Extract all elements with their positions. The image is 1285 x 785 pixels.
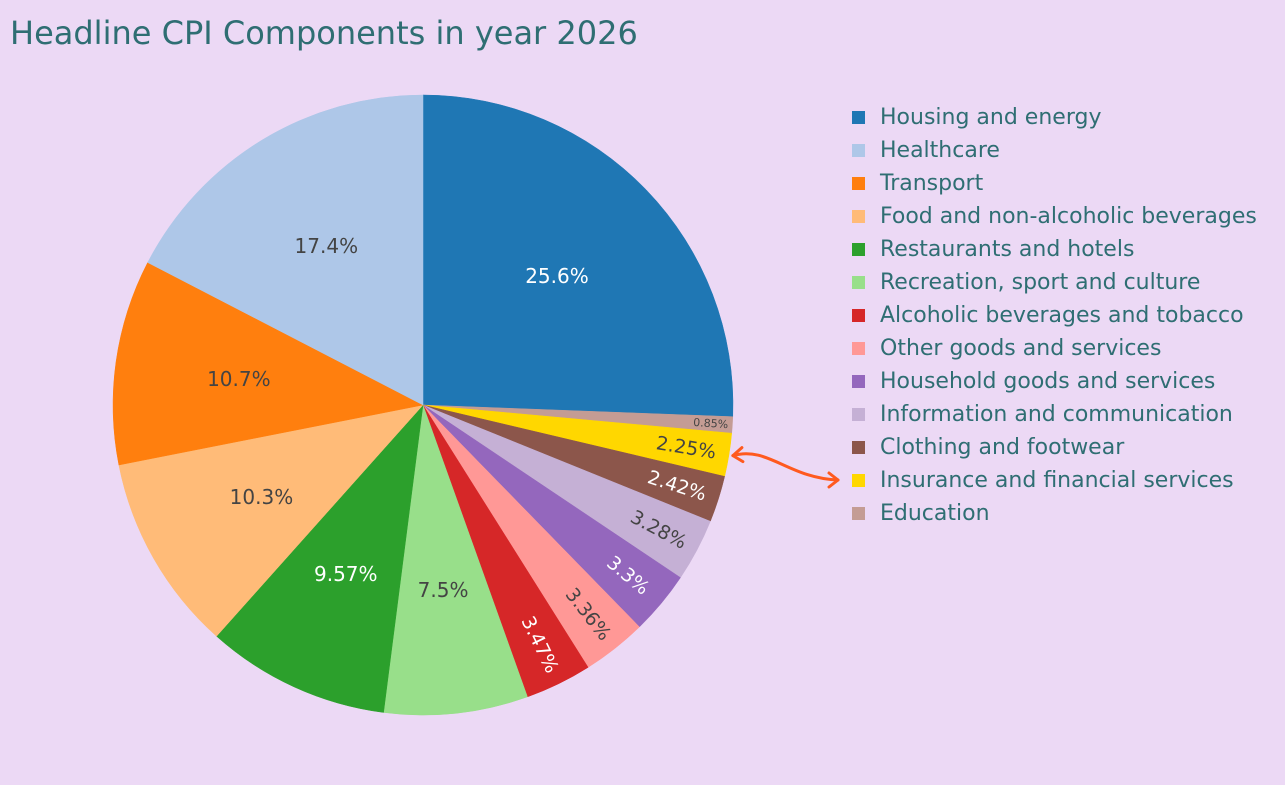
legend-label: Household goods and services (880, 369, 1216, 394)
slice-label-healthcare: 17.4% (295, 234, 359, 258)
legend-label: Clothing and footwear (880, 435, 1125, 460)
legend-label: Food and non-alcoholic beverages (880, 204, 1257, 229)
legend: Housing and energy Healthcare Transport Foo… (852, 101, 1257, 530)
slice-label-education: 0.85% (693, 416, 729, 431)
chart-title: Headline CPI Components in year 2026 (10, 14, 638, 52)
legend-label: Transport (880, 171, 984, 196)
legend-item-household-goods-and-services[interactable]: Household goods and services (852, 365, 1257, 398)
legend-item-information-and-communication[interactable]: Information and communication (852, 398, 1257, 431)
legend-label: Housing and energy (880, 105, 1102, 130)
pie-slice-restaurants-and-hotels[interactable] (216, 404, 424, 713)
legend-label: Education (880, 501, 990, 526)
pie-slices (112, 94, 734, 716)
legend-swatch (852, 210, 865, 223)
pie-slice-housing-and-energy[interactable] (422, 94, 734, 417)
legend-item-insurance-and-financial-services[interactable]: Insurance and financial services (852, 464, 1257, 497)
legend-swatch (852, 375, 865, 388)
legend-label: Insurance and financial services (880, 468, 1234, 493)
legend-swatch (852, 474, 865, 487)
pie-slice-transport[interactable] (112, 262, 424, 466)
legend-item-other-goods-and-services[interactable]: Other goods and services (852, 332, 1257, 365)
legend-label: Restaurants and hotels (880, 237, 1135, 262)
pie-slice-food-and-non-alcoholic-beverages[interactable] (118, 404, 424, 637)
legend-label: Healthcare (880, 138, 1000, 163)
slice-label-restaurants-and-hotels: 9.57% (314, 562, 378, 586)
legend-item-clothing-and-footwear[interactable]: Clothing and footwear (852, 431, 1257, 464)
legend-item-healthcare[interactable]: Healthcare (852, 134, 1257, 167)
legend-item-restaurants-and-hotels[interactable]: Restaurants and hotels (852, 233, 1257, 266)
legend-swatch (852, 441, 865, 454)
legend-item-education[interactable]: Education (852, 497, 1257, 530)
legend-item-housing-and-energy[interactable]: Housing and energy (852, 101, 1257, 134)
legend-label: Other goods and services (880, 336, 1162, 361)
legend-item-alcoholic-beverages-and-tobacco[interactable]: Alcoholic beverages and tobacco (852, 299, 1257, 332)
legend-swatch (852, 309, 865, 322)
legend-item-transport[interactable]: Transport (852, 167, 1257, 200)
slice-label-recreation-sport-and-culture: 7.5% (418, 578, 469, 602)
legend-item-recreation-sport-and-culture[interactable]: Recreation, sport and culture (852, 266, 1257, 299)
pie-slice-healthcare[interactable] (147, 94, 424, 406)
legend-label: Recreation, sport and culture (880, 270, 1201, 295)
legend-swatch (852, 111, 865, 124)
legend-swatch (852, 276, 865, 289)
legend-swatch (852, 243, 865, 256)
legend-item-food-and-non-alcoholic-beverages[interactable]: Food and non-alcoholic beverages (852, 200, 1257, 233)
legend-swatch (852, 144, 865, 157)
pie-slice-recreation-sport-and-culture[interactable] (383, 404, 528, 716)
legend-swatch (852, 177, 865, 190)
legend-swatch (852, 342, 865, 355)
annotation-arrow (731, 446, 840, 489)
legend-label: Alcoholic beverages and tobacco (880, 303, 1244, 328)
legend-swatch (852, 408, 865, 421)
legend-label: Information and communication (880, 402, 1233, 427)
slice-label-housing-and-energy: 25.6% (525, 264, 589, 288)
legend-swatch (852, 507, 865, 520)
slice-label-food-and-non-alcoholic-beverages: 10.3% (230, 485, 294, 509)
slice-label-transport: 10.7% (207, 367, 271, 391)
